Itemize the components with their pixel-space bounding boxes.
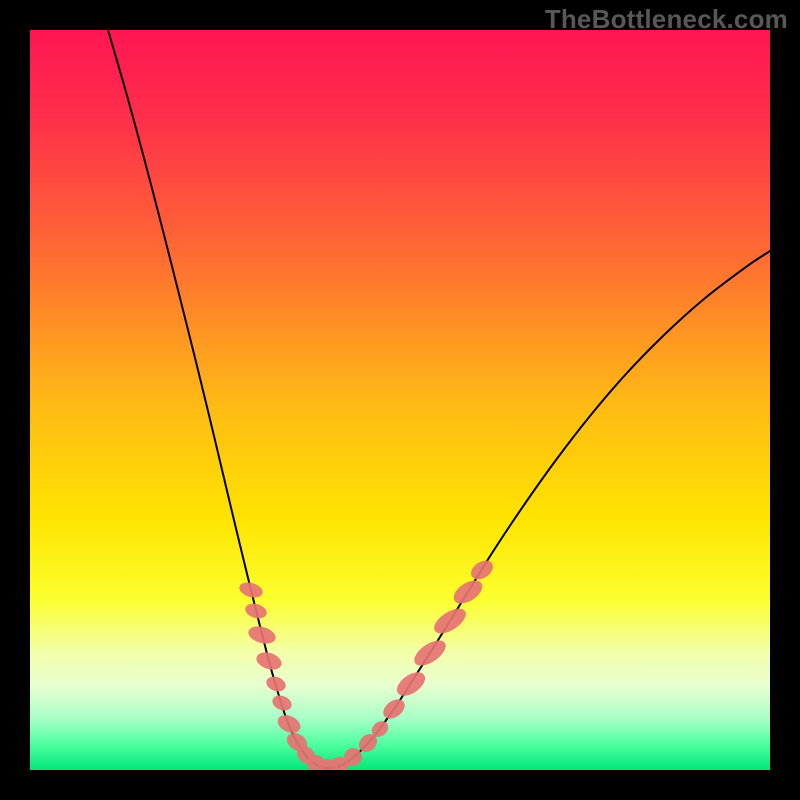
marker-point <box>238 580 265 600</box>
marker-point <box>270 693 294 713</box>
marker-point <box>468 557 497 583</box>
outer-frame <box>0 0 800 800</box>
plot-area <box>30 30 770 770</box>
marker-point <box>243 601 268 621</box>
watermark-text: TheBottleneck.com <box>545 4 788 35</box>
marker-point <box>430 604 470 639</box>
marker-layer <box>30 30 770 770</box>
marker-point <box>264 674 288 694</box>
marker-point <box>254 649 284 672</box>
marker-point <box>246 623 277 646</box>
marker-point <box>393 667 430 700</box>
marker-point <box>450 576 487 609</box>
marker-point <box>275 712 304 737</box>
marker-point <box>410 635 450 670</box>
marker-point <box>380 695 409 722</box>
